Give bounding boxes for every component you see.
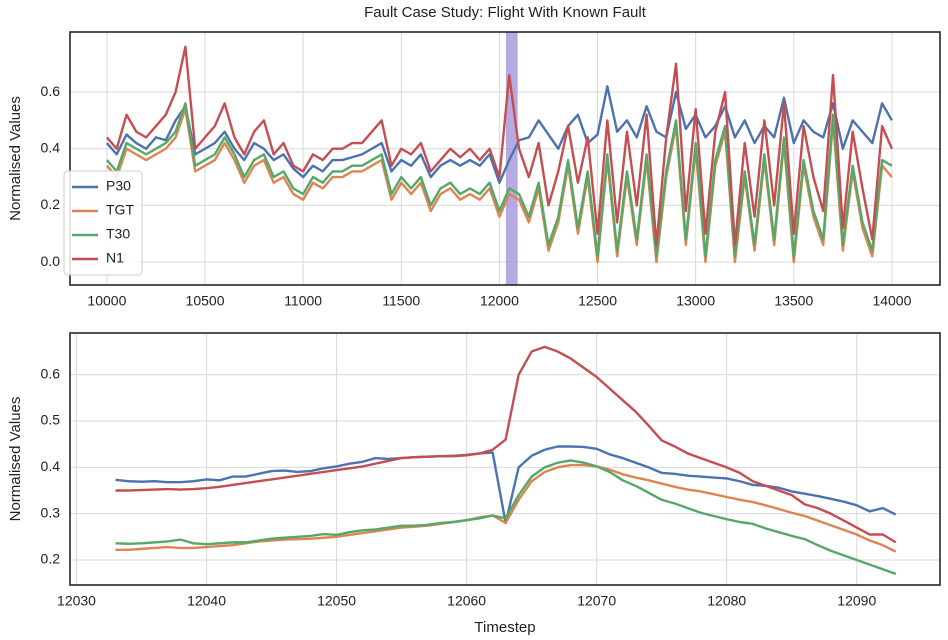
series-line xyxy=(105,85,893,184)
y-tick-label: 0.4 xyxy=(41,139,61,155)
x-tick-label: 10000 xyxy=(87,293,126,309)
y-tick-label: 0.2 xyxy=(41,551,61,567)
x-axis-label: Timestep xyxy=(474,619,535,636)
x-tick-label: 12090 xyxy=(837,593,876,609)
highlight-span xyxy=(505,32,518,285)
x-tick-label: 13500 xyxy=(774,293,813,309)
x-tick-label: 12070 xyxy=(577,593,616,609)
x-tick-label: 12060 xyxy=(447,593,486,609)
y-tick-label: 0.0 xyxy=(41,253,61,269)
axes: 10000 10500 11000 11500 12000 12500 13000 13500… xyxy=(7,31,941,309)
x-tick-label: 12000 xyxy=(480,293,519,309)
series-line xyxy=(105,45,894,247)
axes-frame xyxy=(69,31,941,286)
y-tick-label: 0.3 xyxy=(41,504,61,520)
y-tick-label: 0.5 xyxy=(41,412,61,428)
y-tick-label: 0.4 xyxy=(41,458,61,474)
series-line xyxy=(115,463,897,553)
y-tick-label: 0.6 xyxy=(41,365,61,381)
legend-label: P30 xyxy=(106,178,131,194)
figure-title: Fault Case Study: Flight With Known Faul… xyxy=(364,4,647,21)
legend-label: T30 xyxy=(106,226,130,242)
x-tick-label: 13000 xyxy=(676,293,715,309)
axes: 12030 12040 12050 12060 12070 12080 12090 0.2 0.… xyxy=(7,332,941,636)
series-line xyxy=(115,459,897,576)
x-tick-label: 14000 xyxy=(872,293,911,309)
y-axis-label: Normalised Values xyxy=(7,96,24,221)
y-tick-label: 0.6 xyxy=(41,83,61,99)
x-tick-label: 12030 xyxy=(57,593,96,609)
legend-box xyxy=(63,170,143,276)
y-tick-label: 0.2 xyxy=(41,196,61,212)
x-tick-label: 11000 xyxy=(284,293,322,309)
series-line xyxy=(105,102,893,258)
x-tick-label: 12050 xyxy=(317,593,356,609)
legend: P30 TGT T30 N1 xyxy=(63,170,143,276)
x-tick-label: 12080 xyxy=(707,593,746,609)
x-tick-label: 12500 xyxy=(578,293,617,309)
legend-label: N1 xyxy=(106,250,124,266)
x-tick-label: 12040 xyxy=(187,593,226,609)
x-tick-label: 11500 xyxy=(382,293,420,309)
legend-label: TGT xyxy=(106,202,134,218)
series-line xyxy=(115,345,897,544)
axes-frame xyxy=(69,332,941,586)
y-axis-label: Normalised Values xyxy=(7,397,24,522)
x-tick-label: 10500 xyxy=(186,293,225,309)
